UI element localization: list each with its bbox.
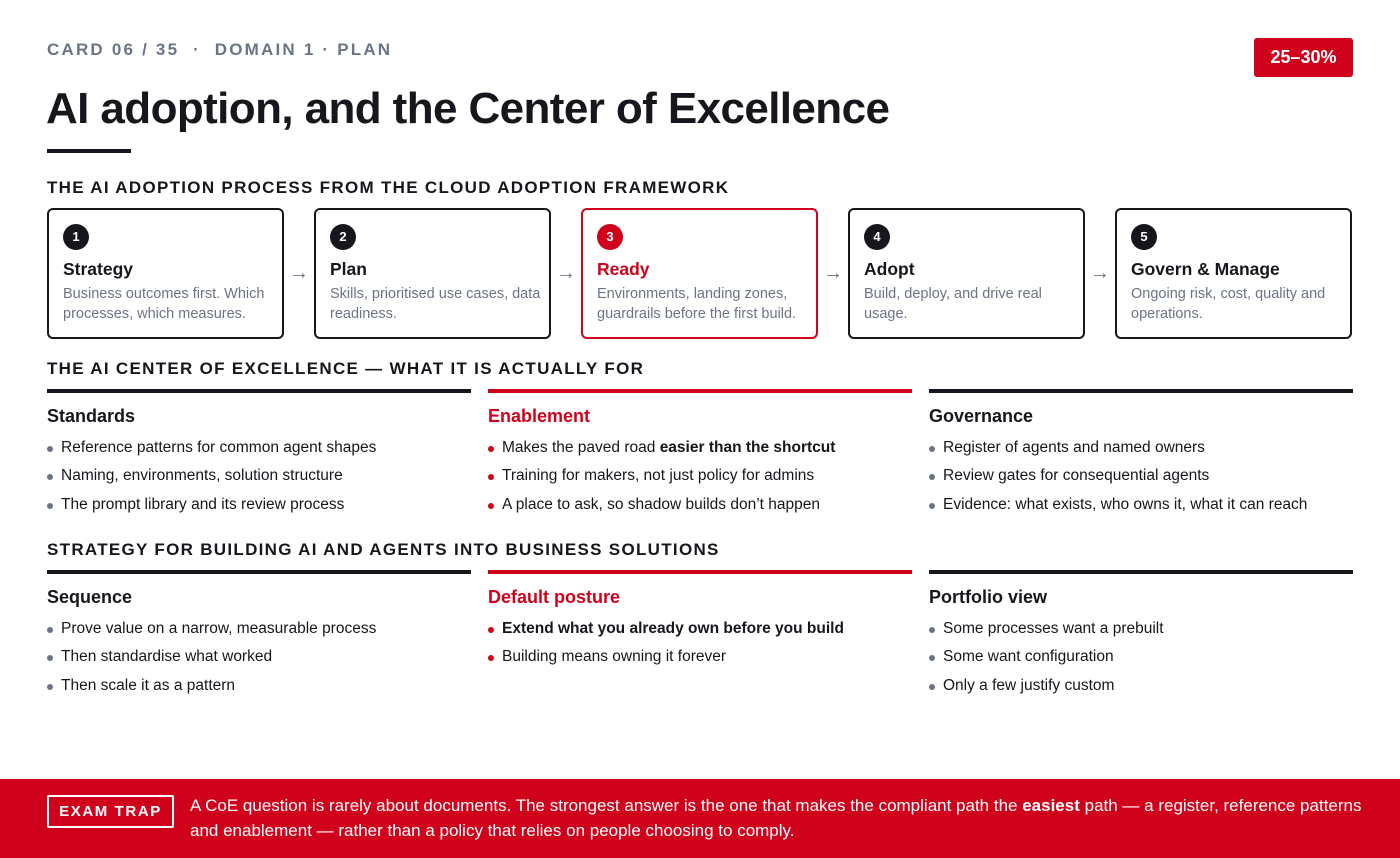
- step-govern-manage: 5 Govern & Manage Ongoing risk, cost, qu…: [1115, 208, 1352, 339]
- step-description: Ongoing risk, cost, quality and operatio…: [1131, 286, 1326, 322]
- step-description: Business outcomes first. Which processes…: [63, 286, 265, 322]
- text-part: A CoE question is rarely about documents…: [190, 796, 1023, 815]
- column-title: Standards: [47, 406, 136, 426]
- bullet-list: Makes the paved road easier than the sho…: [488, 434, 912, 519]
- column-title: Default posture: [488, 587, 621, 607]
- strategy-column-portfolio-view: Portfolio view Some processes want a pre…: [929, 570, 1353, 700]
- column-rule: [488, 389, 912, 393]
- list-item: Extend what you already own before you b…: [488, 615, 912, 643]
- list-item: A place to ask, so shadow builds don’t h…: [488, 491, 912, 519]
- list-item: Naming, environments, solution structure: [47, 462, 471, 490]
- column-title: Portfolio view: [929, 587, 1048, 607]
- process-heading: THE AI ADOPTION PROCESS FROM THE CLOUD A…: [47, 178, 730, 197]
- step-title: Ready: [597, 259, 650, 279]
- list-item: Building means owning it forever: [488, 643, 912, 671]
- step-number: 2: [330, 224, 356, 250]
- bullet-list: Reference patterns for common agent shap…: [47, 434, 471, 519]
- coe-column-standards: Standards Reference patterns for common …: [47, 389, 471, 519]
- list-item: The prompt library and its review proces…: [47, 491, 471, 519]
- column-rule: [929, 570, 1353, 574]
- step-description: Environments, landing zones, guardrails …: [597, 286, 797, 322]
- step-title: Adopt: [864, 259, 915, 279]
- step-number: 1: [63, 224, 89, 250]
- column-rule: [488, 570, 912, 574]
- step-strategy: 1 Strategy Business outcomes first. Whic…: [47, 208, 284, 339]
- step-description: Build, deploy, and drive real usage.: [864, 286, 1042, 322]
- arrow-icon: →: [289, 262, 309, 284]
- step-description: Skills, prioritised use cases, data read…: [330, 286, 541, 322]
- step-title: Govern & Manage: [1131, 259, 1280, 279]
- arrow-icon: →: [1090, 262, 1110, 284]
- coe-column-governance: Governance Register of agents and named …: [929, 389, 1353, 519]
- item-text: Makes the paved road: [502, 439, 660, 456]
- page-title: AI adoption, and the Center of Excellenc…: [46, 84, 890, 133]
- column-rule: [929, 389, 1353, 393]
- list-item: Then standardise what worked: [47, 643, 471, 671]
- strategy-column-sequence: Sequence Prove value on a narrow, measur…: [47, 570, 471, 700]
- list-item: Register of agents and named owners: [929, 434, 1353, 462]
- list-item: Makes the paved road easier than the sho…: [488, 434, 912, 462]
- title-underline: [47, 149, 131, 153]
- bullet-list: Some processes want a prebuilt Some want…: [929, 615, 1353, 700]
- coe-column-enablement: Enablement Makes the paved road easier t…: [488, 389, 912, 519]
- item-emphasis: easier than the shortcut: [659, 439, 836, 456]
- list-item: Some want configuration: [929, 643, 1353, 671]
- strategy-heading: STRATEGY FOR BUILDING AI AND AGENTS INTO…: [47, 540, 720, 559]
- bullet-list: Register of agents and named owners Revi…: [929, 434, 1353, 519]
- list-item: Then scale it as a pattern: [47, 672, 471, 700]
- list-item: Reference patterns for common agent shap…: [47, 434, 471, 462]
- step-number: 5: [1131, 224, 1157, 250]
- arrow-icon: →: [823, 262, 843, 284]
- step-plan: 2 Plan Skills, prioritised use cases, da…: [314, 208, 551, 339]
- step-number: 3: [597, 224, 623, 250]
- text-emphasis: easiest: [1022, 796, 1080, 815]
- text-part: path — a register, reference patterns an…: [190, 796, 1362, 840]
- step-number: 4: [864, 224, 890, 250]
- column-rule: [47, 389, 471, 393]
- exam-trap-text: A CoE question is rarely about documents…: [190, 794, 1365, 843]
- bullet-list: Extend what you already own before you b…: [488, 615, 912, 672]
- step-adopt: 4 Adopt Build, deploy, and drive real us…: [848, 208, 1085, 339]
- exam-trap-label: EXAM TRAP: [47, 795, 174, 828]
- column-rule: [47, 570, 471, 574]
- step-title: Strategy: [63, 259, 134, 279]
- exam-trap-banner: EXAM TRAP A CoE question is rarely about…: [0, 779, 1400, 858]
- card-meta: CARD 06 / 35 · DOMAIN 1 · PLAN: [47, 40, 393, 59]
- item-emphasis: Extend what you already own before you b…: [502, 620, 844, 637]
- list-item: Only a few justify custom: [929, 672, 1353, 700]
- process-steps: 1 Strategy Business outcomes first. Whic…: [47, 208, 1353, 339]
- arrow-icon: →: [556, 262, 576, 284]
- coe-heading: THE AI CENTER OF EXCELLENCE — WHAT IT IS…: [47, 359, 645, 378]
- column-title: Sequence: [47, 587, 133, 607]
- column-title: Governance: [929, 406, 1034, 426]
- column-title: Enablement: [488, 406, 591, 426]
- step-ready: 3 Ready Environments, landing zones, gua…: [581, 208, 818, 339]
- list-item: Evidence: what exists, who owns it, what…: [929, 491, 1353, 519]
- list-item: Training for makers, not just policy for…: [488, 462, 912, 490]
- bullet-list: Prove value on a narrow, measurable proc…: [47, 615, 471, 700]
- weight-badge: 25–30%: [1254, 38, 1353, 77]
- list-item: Some processes want a prebuilt: [929, 615, 1353, 643]
- list-item: Prove value on a narrow, measurable proc…: [47, 615, 471, 643]
- list-item: Review gates for consequential agents: [929, 462, 1353, 490]
- strategy-column-default-posture: Default posture Extend what you already …: [488, 570, 912, 672]
- step-title: Plan: [330, 259, 367, 279]
